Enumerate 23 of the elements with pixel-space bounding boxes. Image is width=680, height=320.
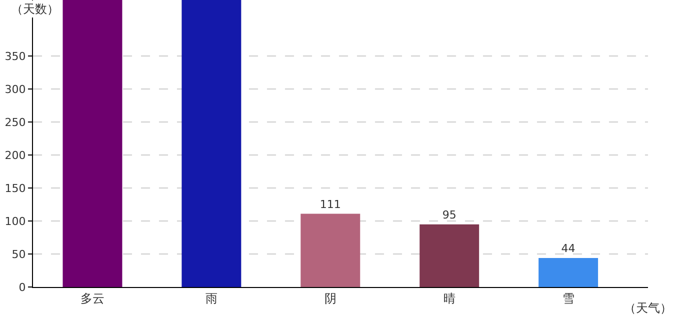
y-tick-label: 250: [4, 116, 26, 129]
x-tick-label: 阴: [324, 291, 336, 306]
y-tick-label: 200: [4, 148, 26, 162]
y-axis-title: （天数）: [11, 2, 59, 16]
bar: [62, 0, 122, 287]
bar: [538, 258, 598, 287]
y-tick-label: 300: [4, 82, 26, 96]
y-tick-label: 0: [18, 280, 26, 294]
x-tick-label: 晴: [443, 291, 456, 306]
y-tick-label: 100: [4, 214, 26, 228]
x-axis-title: （天气）: [624, 301, 672, 315]
bar: [182, 0, 242, 287]
x-tick-label: 多云: [80, 291, 104, 306]
y-tick-label: 50: [12, 248, 26, 261]
x-tick-label: 雪: [562, 291, 574, 306]
x-tick-label: 雨: [205, 291, 218, 306]
y-tick-label: 150: [4, 182, 26, 195]
data-label: 111: [320, 198, 341, 211]
bar: [300, 214, 360, 287]
data-label: 95: [442, 208, 456, 222]
bar: [420, 224, 480, 287]
y-tick-label: 350: [4, 50, 26, 63]
data-label: 44: [561, 242, 576, 255]
